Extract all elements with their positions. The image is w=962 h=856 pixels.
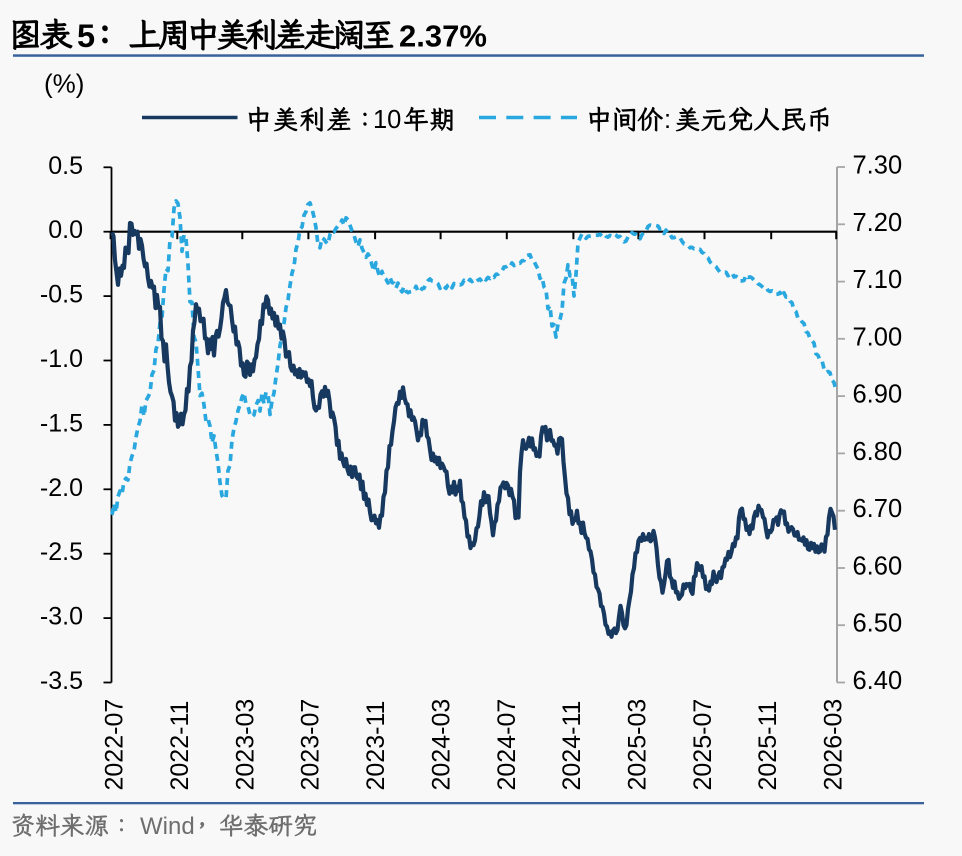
svg-text:2025-11: 2025-11 [754, 701, 782, 791]
svg-text:2022-11: 2022-11 [166, 701, 194, 791]
svg-text:6.90: 6.90 [853, 381, 903, 409]
svg-text:-3.0: -3.0 [40, 603, 83, 631]
svg-text:(%): (%) [44, 69, 84, 99]
svg-text:2023-03: 2023-03 [231, 699, 259, 791]
svg-text:6.50: 6.50 [853, 610, 903, 638]
svg-text:2.37%: 2.37% [399, 19, 487, 54]
svg-text::: : [664, 106, 671, 134]
svg-text:2023-07: 2023-07 [297, 699, 325, 791]
svg-text:-3.5: -3.5 [40, 667, 83, 695]
svg-text:-1.0: -1.0 [40, 345, 83, 373]
svg-text:10: 10 [373, 106, 401, 134]
svg-text:5: 5 [77, 18, 95, 54]
svg-text:6.80: 6.80 [853, 438, 903, 466]
svg-text:2024-11: 2024-11 [558, 701, 586, 791]
svg-text:6.70: 6.70 [853, 495, 903, 523]
svg-text:2023-11: 2023-11 [362, 701, 390, 791]
svg-text:7.10: 7.10 [853, 266, 903, 294]
svg-text:2026-03: 2026-03 [820, 699, 848, 791]
svg-text:-1.5: -1.5 [40, 409, 83, 437]
svg-text:-2.0: -2.0 [40, 474, 83, 502]
svg-text:2024-03: 2024-03 [427, 699, 455, 791]
svg-text:6.40: 6.40 [853, 667, 903, 695]
svg-text:2025-07: 2025-07 [689, 699, 717, 791]
svg-text:0.0: 0.0 [48, 216, 83, 244]
svg-text:-0.5: -0.5 [40, 281, 83, 309]
svg-text:7.20: 7.20 [853, 209, 903, 237]
svg-text:Wind: Wind [140, 813, 195, 840]
svg-text:7.30: 7.30 [853, 152, 903, 180]
svg-text:6.60: 6.60 [853, 553, 903, 581]
svg-text:-2.5: -2.5 [40, 538, 83, 566]
svg-text:0.5: 0.5 [48, 152, 83, 180]
svg-text:2025-03: 2025-03 [624, 699, 652, 791]
svg-text:2022-07: 2022-07 [101, 699, 129, 791]
svg-text:7.00: 7.00 [853, 323, 903, 351]
svg-text:2024-07: 2024-07 [493, 699, 521, 791]
